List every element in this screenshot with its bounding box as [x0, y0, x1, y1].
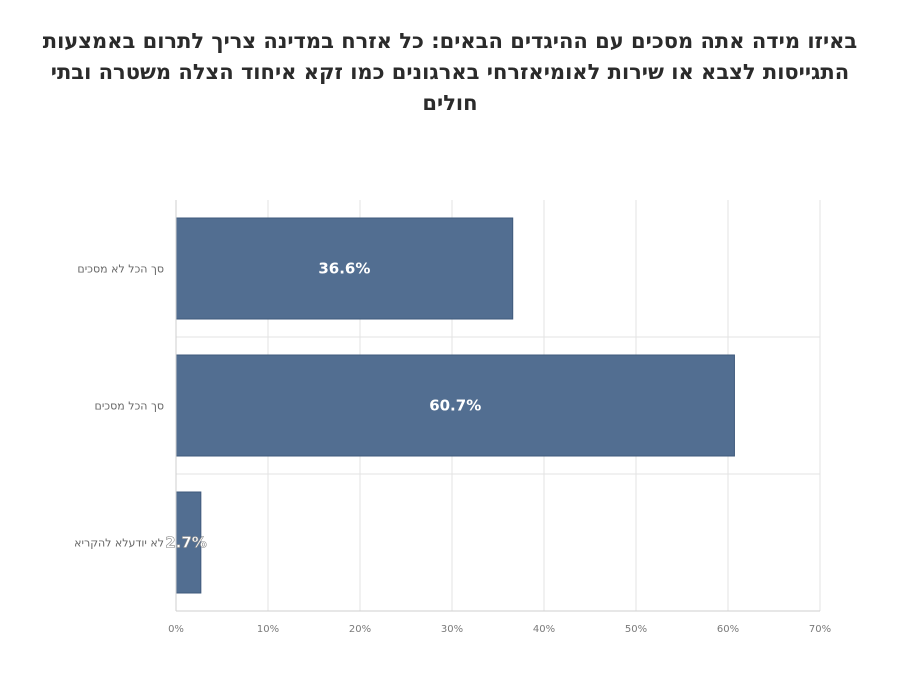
data-label: 2.7% — [165, 534, 207, 552]
bars — [175, 217, 735, 594]
x-tick-label: 30% — [441, 624, 463, 635]
category-label: סך הכל מסכים — [95, 400, 164, 413]
data-label: 36.6% — [318, 260, 370, 278]
axes — [175, 200, 820, 612]
x-tick-label: 40% — [533, 624, 555, 635]
category-label: סך הכל לא מסכים — [77, 263, 164, 276]
bar — [175, 491, 202, 594]
labels: 0% 10% 20% 30% 40% 50% 60% 70% סך הכל לא מסכים 36… — [74, 260, 831, 636]
bar — [175, 354, 735, 457]
data-label: 60.7% — [429, 397, 481, 415]
bar — [175, 217, 514, 320]
x-tick-label: 10% — [257, 624, 279, 635]
x-tick-label: 0% — [168, 624, 184, 635]
x-tick-label: 50% — [625, 624, 647, 635]
category-label: לא יודעלא להקריא — [74, 537, 164, 550]
chart-title: באיזו מידה אתה מסכים עם ההיגדים הבאים: כ… — [42, 29, 858, 115]
x-tick-label: 70% — [809, 624, 831, 635]
x-tick-label: 60% — [717, 624, 739, 635]
x-tick-label: 20% — [349, 624, 371, 635]
